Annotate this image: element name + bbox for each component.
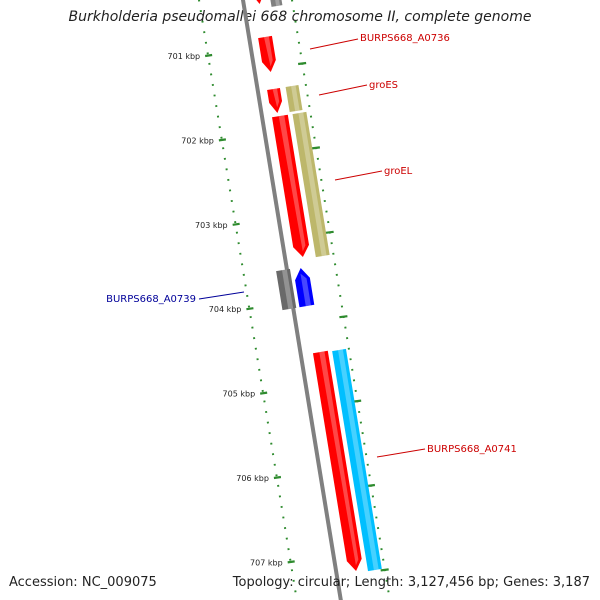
feature-red-top[interactable] (251, 0, 264, 4)
major-tick-left (232, 222, 240, 226)
topology-label: Topology: (232, 575, 294, 590)
major-tick-right (380, 568, 389, 572)
feature-red-lower[interactable] (312, 350, 362, 571)
major-tick-left (273, 475, 282, 480)
kbp-tick-label: 702 kbp (181, 136, 214, 145)
feature-blue[interactable] (295, 268, 315, 308)
feature-red-long[interactable] (272, 114, 309, 257)
feature-red-small[interactable] (267, 87, 283, 113)
length-label: Length: (354, 575, 404, 590)
genes-label: Genes: (503, 575, 549, 590)
gene-label-groEL[interactable]: groEL (334, 166, 413, 181)
gene-features (251, 0, 382, 572)
gene-labels: BURPS668_A0736 groES groEL BURPS668_A0739 BU… (106, 33, 517, 458)
gene-name: groES (369, 80, 398, 91)
kbp-tick-label: 703 kbp (195, 221, 228, 230)
feature-BURPS668_A0736[interactable] (258, 35, 276, 72)
leader-line (334, 170, 383, 181)
leader-line (309, 38, 359, 50)
tick-dots (197, 0, 390, 593)
leader-line (198, 291, 245, 300)
leader-line (376, 448, 426, 458)
major-tick-right (325, 230, 334, 234)
accession-text: Accession: NC_009075 (9, 575, 157, 590)
feature-steel-top[interactable] (269, 0, 283, 7)
feature-groES[interactable] (285, 84, 303, 113)
gene-label-groES[interactable]: groES (318, 80, 398, 96)
kbp-tick-label: 706 kbp (236, 474, 269, 483)
feature-BURPS668_A0739[interactable] (276, 268, 297, 311)
kbp-tick-label: 704 kbp (209, 305, 242, 314)
outer-dotted-ring (290, 0, 390, 593)
gene-label-BURPS668_A0736[interactable]: BURPS668_A0736 (309, 33, 450, 50)
genes-value: 3,187 (552, 575, 590, 590)
kbp-tick-label: 701 kbp (168, 52, 201, 61)
gene-name: BURPS668_A0741 (427, 444, 517, 455)
gene-name: BURPS668_A0739 (106, 294, 196, 305)
major-tick-left (218, 138, 227, 142)
major-tick-left (246, 307, 254, 311)
accession-value: NC_009075 (81, 575, 157, 590)
major-tick-right (297, 61, 307, 66)
leader-line (318, 84, 368, 96)
kbp-tick-label: 707 kbp (250, 558, 283, 567)
kbp-tick-label: 705 kbp (223, 390, 256, 399)
major-tick-left (260, 391, 268, 395)
inner-dotted-ring (197, 0, 297, 593)
major-tick-right (339, 315, 348, 319)
feature-BURPS668_A0741[interactable] (332, 348, 382, 572)
gene-name: BURPS668_A0736 (360, 33, 450, 44)
kbp-ticks: 701 kbp 702 kbp 703 kbp 704 kbp 705 kbp 706 k… (168, 52, 389, 572)
major-tick-left (204, 53, 213, 58)
accession-label: Accession: (9, 575, 78, 590)
feature-groEL[interactable] (292, 111, 330, 258)
gene-label-BURPS668_A0741[interactable]: BURPS668_A0741 (376, 444, 517, 458)
major-tick-right (311, 146, 321, 150)
map-title: Burkholderia pseudomallei 668 chromosome… (68, 9, 532, 25)
gene-label-BURPS668_A0739[interactable]: BURPS668_A0739 (106, 291, 245, 305)
gene-name: groEL (384, 166, 413, 177)
genome-summary: Topology: circular; Length: 3,127,456 bp… (232, 575, 590, 590)
length-value: 3,127,456 bp (407, 575, 495, 590)
topology-value: circular (297, 575, 346, 590)
major-tick-left (287, 560, 295, 564)
